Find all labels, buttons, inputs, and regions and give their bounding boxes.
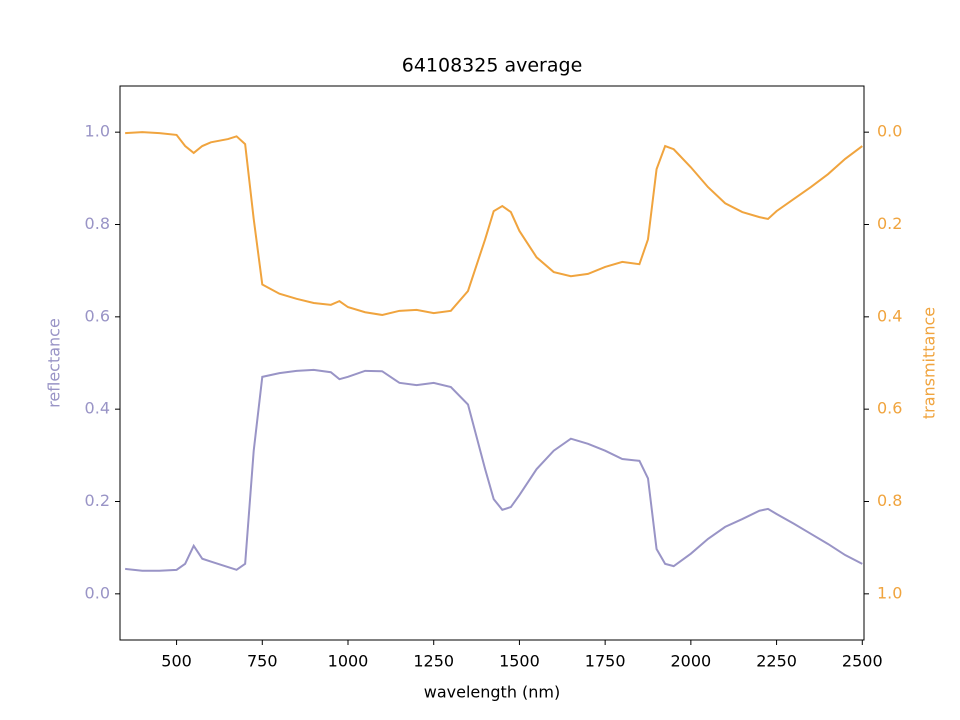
- y2-tick-label: 0.6: [877, 399, 902, 418]
- y-tick-label: 0.2: [85, 491, 110, 510]
- chart-title: 64108325 average: [402, 55, 583, 77]
- x-tick-label: 1750: [585, 652, 626, 671]
- series-line: [125, 368, 863, 572]
- plot-frame: [119, 85, 865, 641]
- x-tick-label: 2250: [756, 652, 797, 671]
- x-tick-label: 1000: [328, 652, 369, 671]
- y2-tick-label: 0.2: [877, 214, 902, 233]
- x-tick-label: 750: [247, 652, 278, 671]
- y2-tick-label: 0.8: [877, 491, 902, 510]
- y2-axis-label: transmittance: [920, 307, 939, 419]
- x-tick-label: 1500: [499, 652, 540, 671]
- x-tick-label: 2500: [842, 652, 883, 671]
- y2-tick-label: 1.0: [877, 583, 902, 602]
- x-tick-label: 2000: [670, 652, 711, 671]
- y-tick-label: 1.0: [85, 122, 110, 141]
- y-tick-label: 0.0: [85, 583, 110, 602]
- y-tick-label: 0.4: [85, 399, 110, 418]
- x-tick-label: 1250: [413, 652, 454, 671]
- y2-tick-label: 0.4: [877, 306, 902, 325]
- x-axis-label: wavelength (nm): [424, 683, 561, 702]
- y2-tick-label: 0.0: [877, 122, 902, 141]
- series-line: [125, 131, 863, 317]
- y-tick-label: 0.6: [85, 306, 110, 325]
- y-tick-label: 0.8: [85, 214, 110, 233]
- y-axis-label: reflectance: [45, 318, 64, 408]
- x-tick-label: 500: [161, 652, 192, 671]
